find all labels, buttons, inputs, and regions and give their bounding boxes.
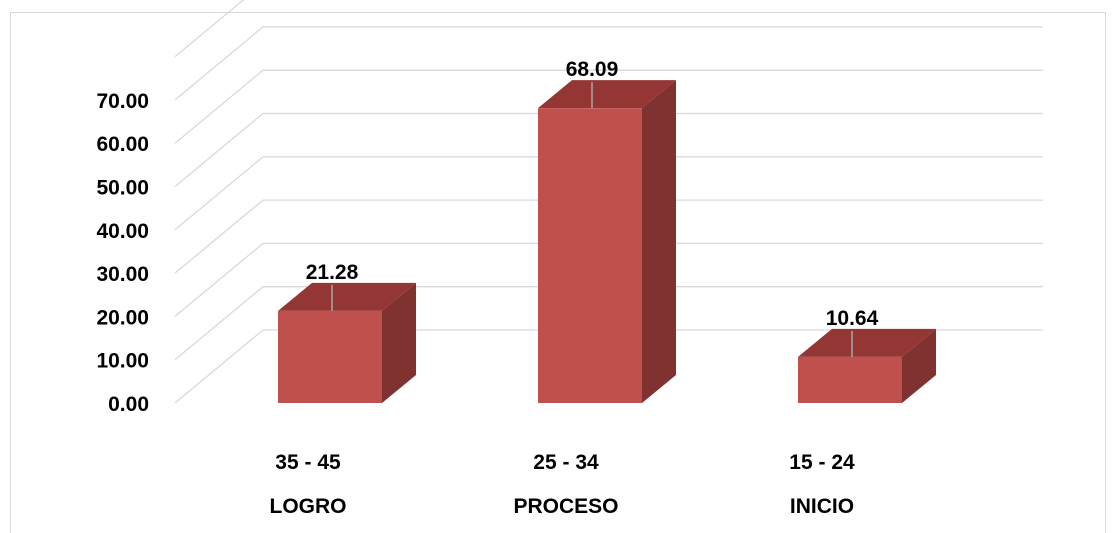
bar-front [798,356,902,403]
bar-side [642,80,676,404]
y-tick-label: 10.00 [96,350,149,373]
bar-front [278,310,382,403]
y-tick-label: 20.00 [96,306,149,329]
y-axis-ticks: 0.00 10.00 20.00 30.00 40.00 50.00 60.00 70.00 [96,90,149,416]
y-tick-label: 40.00 [96,220,149,243]
gridline [174,286,1043,361]
category-level-label: LOGRO [270,495,347,518]
y-tick-label: 70.00 [96,90,149,113]
data-label: 10.64 [826,307,879,330]
category-level-label: PROCESO [513,495,618,518]
chart-frame [10,12,1106,533]
gridline [174,0,245,58]
bar-top [798,328,936,357]
gridline [174,329,1043,404]
bar-front [538,108,642,404]
data-label: 68.09 [566,58,619,81]
bar-top [538,80,676,109]
bar-side [902,328,936,403]
x-axis-categories: 35 - 45 LOGRO 25 - 34 PROCESO 15 - 24 INICIO [270,451,856,518]
gridline [174,26,1043,101]
gridline [174,69,1043,144]
bars: 21.28 68.09 10.64 [278,58,936,404]
bar-side [382,282,416,403]
bar-top [278,282,416,311]
bar: 68.09 [538,58,676,404]
bar: 21.28 [278,261,416,403]
category-range-label: 25 - 34 [533,451,599,474]
gridlines [174,0,1043,404]
gridline [174,112,1043,188]
gridline [174,156,1043,231]
y-tick-label: 0.00 [108,393,149,416]
y-tick-label: 50.00 [96,177,149,200]
data-label: 21.28 [306,261,359,284]
category-level-label: INICIO [790,495,854,518]
bar: 10.64 [798,307,936,403]
category-range-label: 15 - 24 [789,451,855,474]
category-range-label: 35 - 45 [275,451,341,474]
gridline [174,199,1043,274]
y-tick-label: 30.00 [96,263,149,286]
y-tick-label: 60.00 [96,133,149,156]
gridline [174,242,1043,317]
